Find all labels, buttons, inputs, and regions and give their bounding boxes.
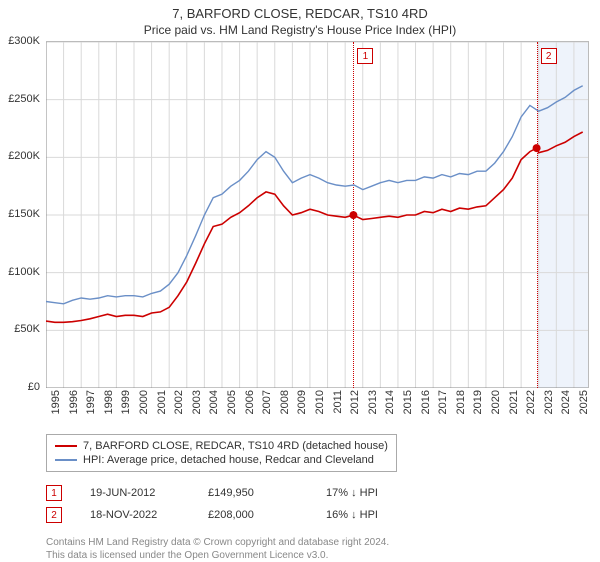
x-tick-label: 2019 [472,390,484,414]
x-tick-label: 2016 [420,390,432,414]
x-tick-label: 2003 [191,390,203,414]
x-tick-label: 2018 [455,390,467,414]
footer-line-1: Contains HM Land Registry data © Crown c… [46,536,600,549]
marker-price: £208,000 [208,509,298,521]
x-tick-label: 2023 [543,390,555,414]
x-tick-label: 2013 [367,390,379,414]
x-axis-labels: 1995 1996 1997 1998 1999 2000 2001 2002 2003 2004… [46,388,588,428]
x-tick-label: 2000 [138,390,150,414]
marker-delta: 16% ↓ HPI [326,509,416,521]
x-tick-label: 2014 [384,390,396,414]
y-tick-label: £250K [8,93,40,105]
legend-swatch [55,445,77,447]
y-tick-label: £0 [28,381,40,393]
x-tick-label: 2024 [560,390,572,414]
marker-date: 19-JUN-2012 [90,487,180,499]
marker-date: 18-NOV-2022 [90,509,180,521]
marker-delta: 17% ↓ HPI [326,487,416,499]
y-tick-label: £200K [8,150,40,162]
marker-price: £149,950 [208,487,298,499]
x-tick-label: 1995 [50,390,62,414]
x-tick-label: 2009 [296,390,308,414]
legend-item: 7, BARFORD CLOSE, REDCAR, TS10 4RD (deta… [55,439,388,453]
marker-table: 1 19-JUN-2012 £149,950 17% ↓ HPI 2 18-NOV-202… [46,482,600,526]
x-tick-label: 1996 [68,390,80,414]
series-price_paid [46,132,583,322]
marker-row: 2 18-NOV-2022 £208,000 16% ↓ HPI [46,504,600,526]
chart-container: 7, BARFORD CLOSE, REDCAR, TS10 4RD Price… [0,0,600,560]
y-tick-label: £100K [8,266,40,278]
legend: 7, BARFORD CLOSE, REDCAR, TS10 4RD (deta… [46,434,397,472]
y-tick-label: £300K [8,35,40,47]
x-tick-label: 2011 [332,390,344,414]
x-tick-label: 2005 [226,390,238,414]
marker-row: 1 19-JUN-2012 £149,950 17% ↓ HPI [46,482,600,504]
x-tick-label: 2012 [349,390,361,414]
y-tick-label: £50K [14,323,40,335]
x-tick-label: 2021 [508,390,520,414]
event-dot-1 [349,211,357,219]
marker-badge: 1 [46,485,62,501]
x-tick-label: 2008 [279,390,291,414]
x-tick-label: 2002 [173,390,185,414]
x-tick-label: 2020 [490,390,502,414]
legend-item: HPI: Average price, detached house, Redc… [55,453,388,467]
x-tick-label: 2001 [156,390,168,414]
chart-subtitle: Price paid vs. HM Land Registry's House … [0,21,600,41]
y-tick-label: £150K [8,208,40,220]
x-tick-label: 1998 [103,390,115,414]
series-hpi [46,86,583,304]
legend-swatch [55,459,77,461]
x-tick-label: 2017 [437,390,449,414]
marker-badge: 2 [46,507,62,523]
x-tick-label: 2022 [525,390,537,414]
legend-label: HPI: Average price, detached house, Redc… [83,454,374,466]
x-tick-label: 1997 [85,390,97,414]
x-tick-label: 2007 [261,390,273,414]
x-tick-label: 2010 [314,390,326,414]
plot-area: 12 [46,41,589,388]
chart-title: 7, BARFORD CLOSE, REDCAR, TS10 4RD [0,0,600,21]
x-tick-label: 2006 [244,390,256,414]
x-tick-label: 2015 [402,390,414,414]
footer-line-2: This data is licensed under the Open Gov… [46,549,600,562]
attribution-footer: Contains HM Land Registry data © Crown c… [46,536,600,562]
y-axis-labels: £0£50K£100K£150K£200K£250K£300K [0,41,42,387]
legend-label: 7, BARFORD CLOSE, REDCAR, TS10 4RD (deta… [83,440,388,452]
x-tick-label: 2025 [578,390,590,414]
x-tick-label: 2004 [208,390,220,414]
event-dot-2 [533,144,541,152]
x-tick-label: 1999 [120,390,132,414]
